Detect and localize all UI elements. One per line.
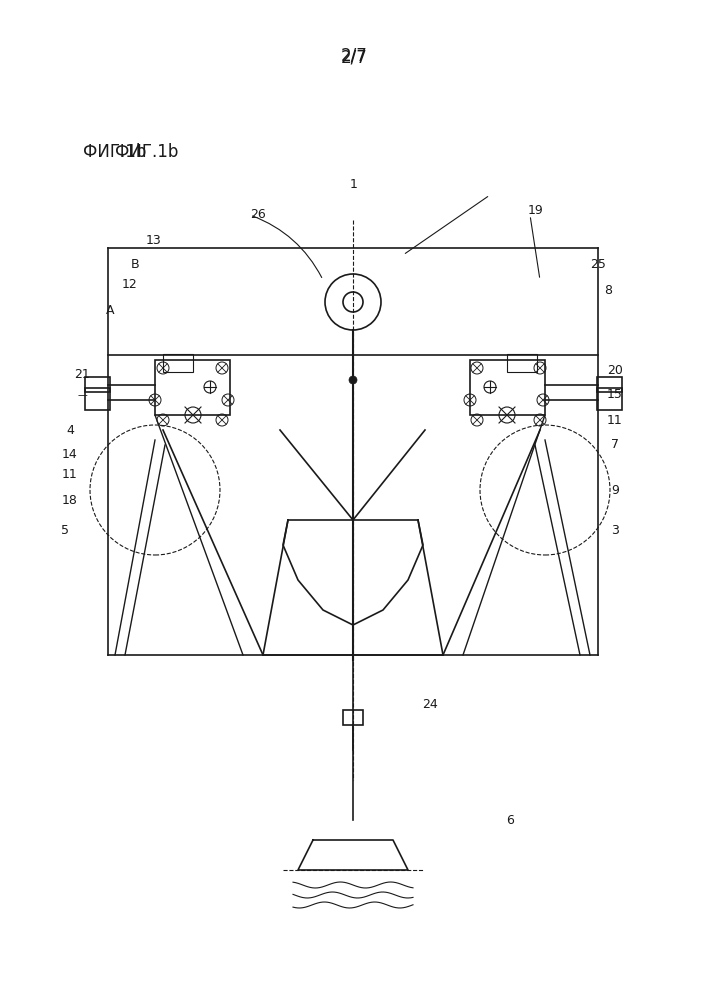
Text: 8: 8: [604, 284, 612, 296]
Text: B: B: [131, 258, 139, 271]
Text: 19: 19: [528, 204, 544, 217]
Text: ФИГ.1b: ФИГ.1b: [83, 143, 146, 161]
Bar: [85, 377, 110, 392]
Text: 12: 12: [122, 278, 138, 292]
Bar: [507, 354, 537, 372]
Text: A: A: [106, 304, 115, 316]
Text: 11: 11: [62, 468, 78, 482]
Bar: [343, 710, 363, 725]
Bar: [163, 354, 193, 372]
Text: 24: 24: [422, 698, 438, 712]
Circle shape: [349, 376, 357, 384]
Text: 11: 11: [607, 414, 623, 426]
Text: 13: 13: [146, 233, 162, 246]
Text: 21: 21: [74, 368, 90, 381]
Text: 4: 4: [66, 424, 74, 436]
Text: 3: 3: [611, 524, 619, 536]
Text: 20: 20: [607, 363, 623, 376]
Text: 5: 5: [61, 524, 69, 536]
Bar: [155, 360, 230, 415]
Bar: [597, 388, 622, 410]
Text: 15: 15: [607, 388, 623, 401]
Text: 25: 25: [590, 258, 606, 271]
Text: 1: 1: [350, 178, 358, 192]
Text: —: —: [77, 390, 87, 400]
Bar: [85, 388, 110, 410]
Text: 26: 26: [250, 209, 266, 222]
Text: 7: 7: [611, 438, 619, 452]
Text: 2/7: 2/7: [341, 46, 368, 64]
Text: 18: 18: [62, 493, 78, 506]
Bar: [597, 377, 622, 392]
Text: 6: 6: [506, 814, 514, 826]
Text: 2/7: 2/7: [341, 48, 368, 66]
Text: 14: 14: [62, 448, 78, 462]
Text: ФИГ.1b: ФИГ.1b: [115, 143, 178, 161]
Bar: [470, 360, 545, 415]
Text: 9: 9: [611, 484, 619, 496]
